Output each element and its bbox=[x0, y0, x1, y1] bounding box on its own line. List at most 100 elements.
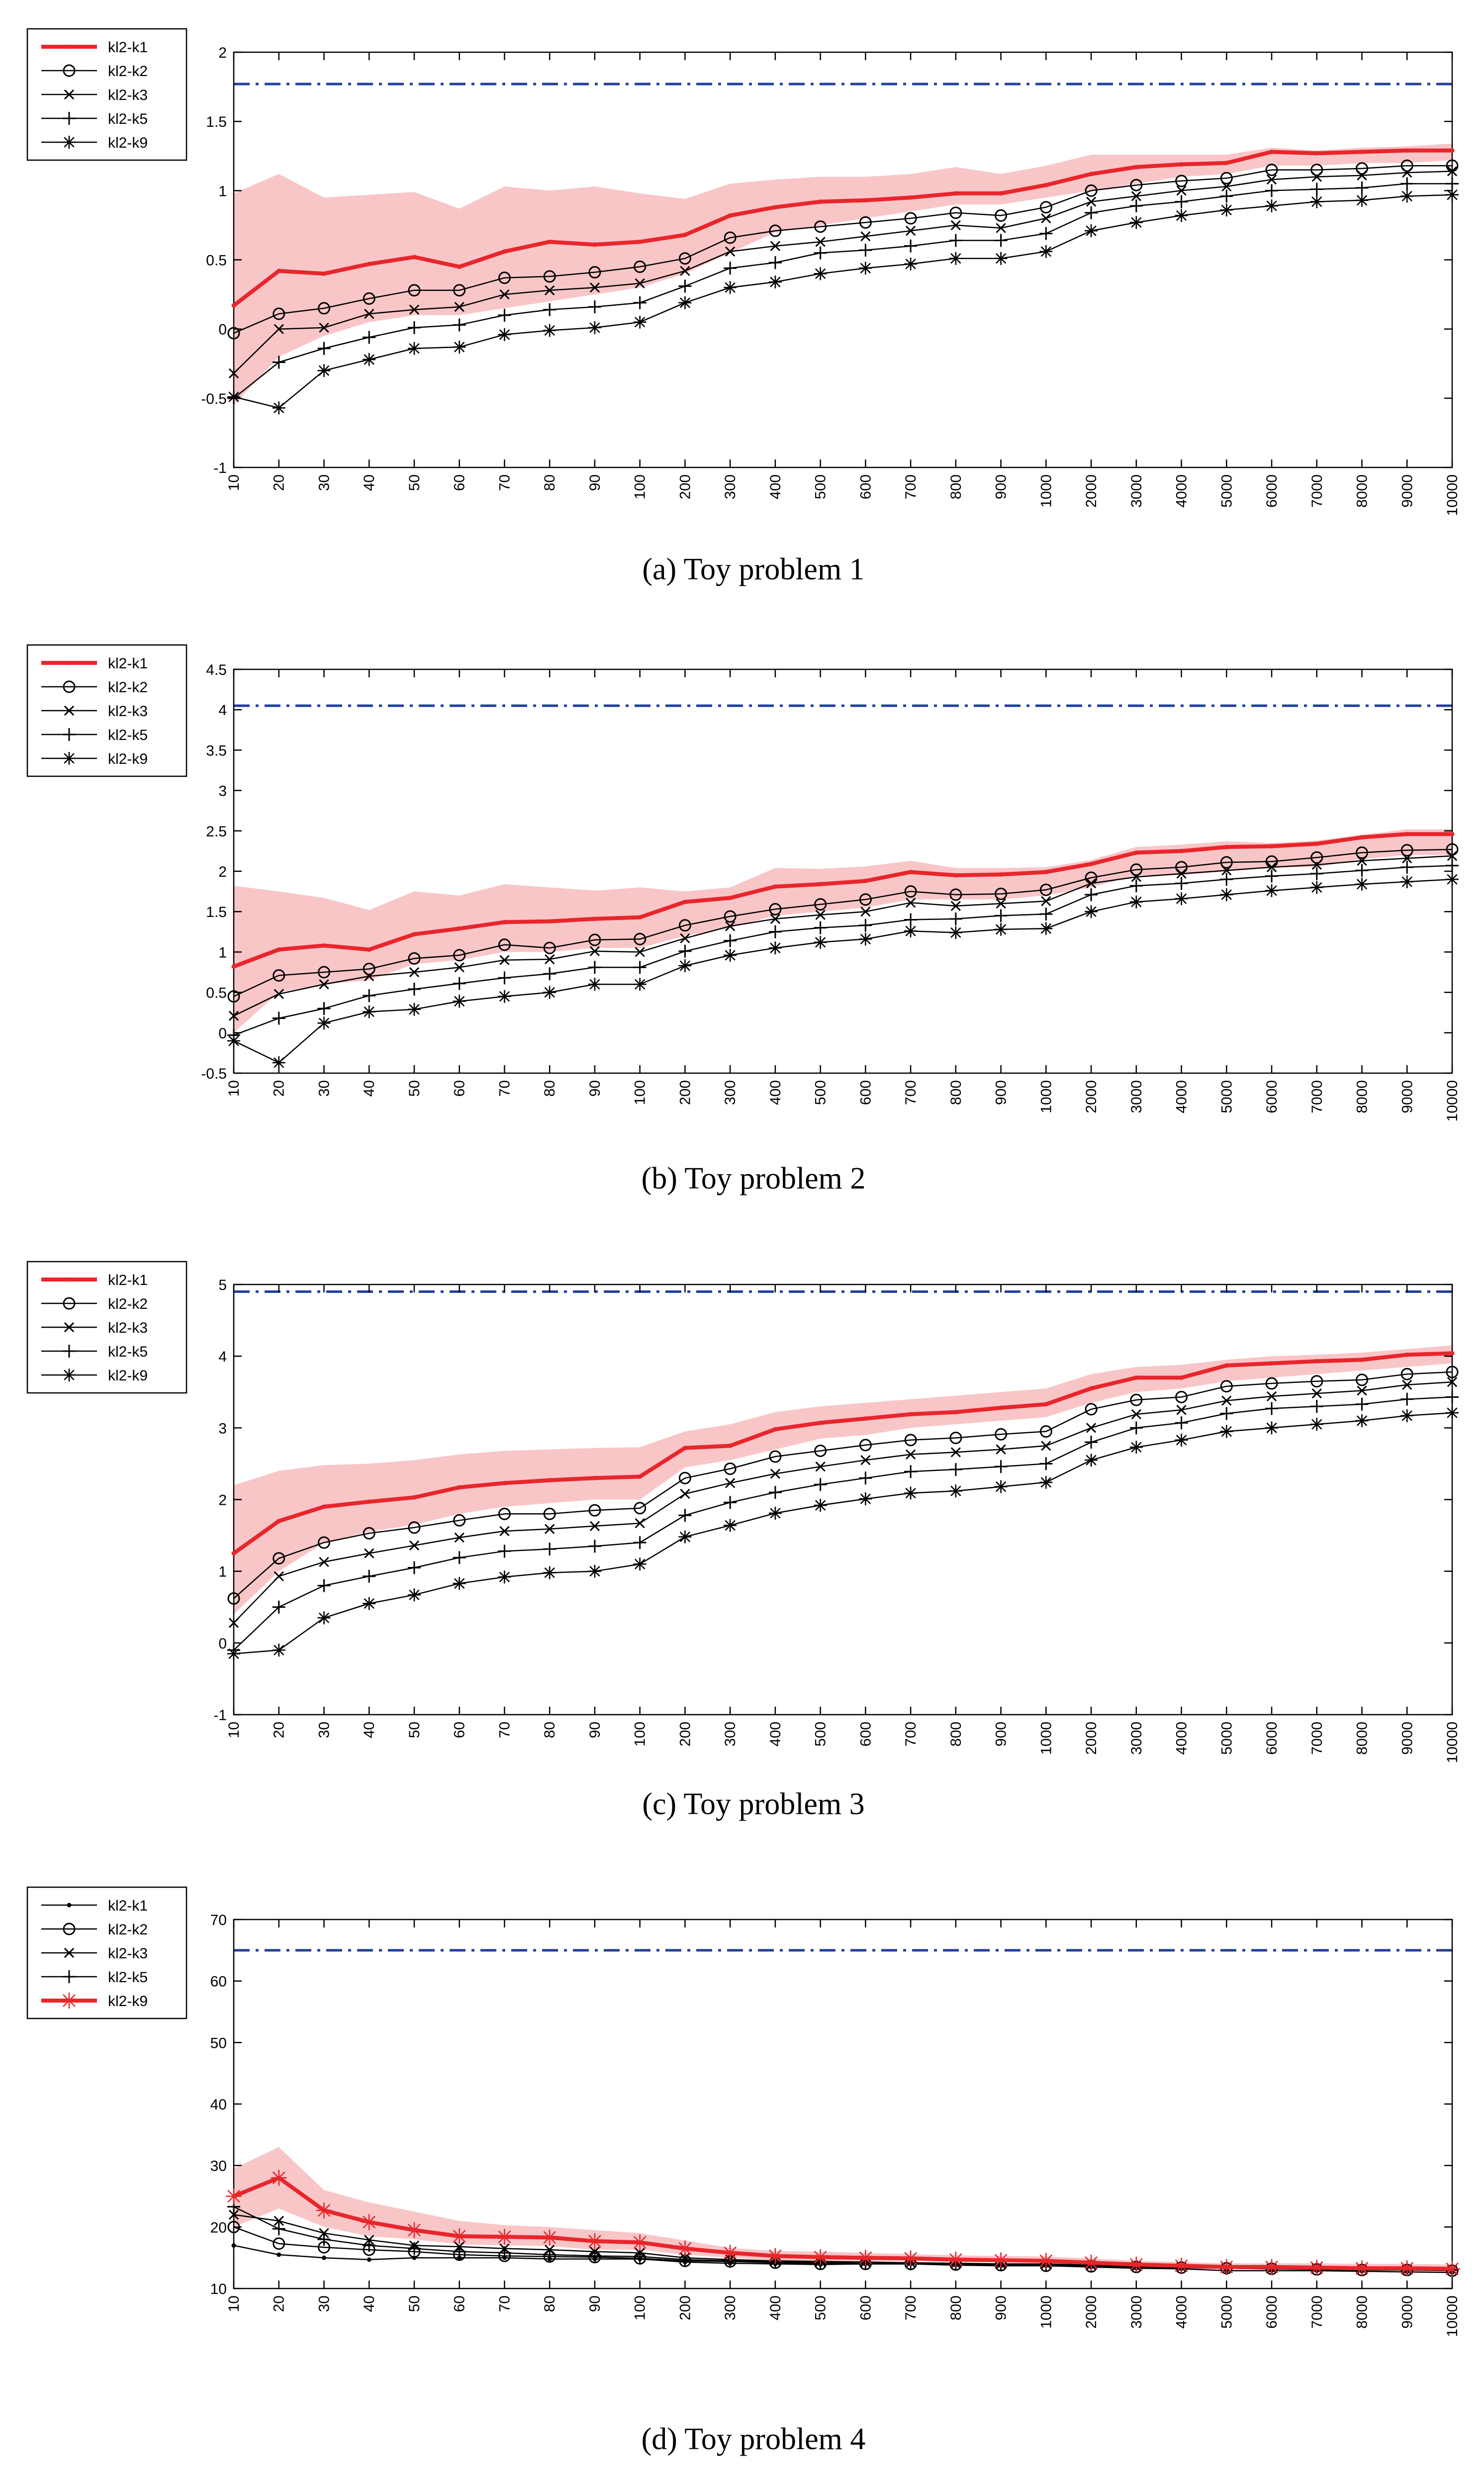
marker-x bbox=[1402, 1379, 1412, 1390]
marker-dot bbox=[547, 919, 552, 924]
marker-x bbox=[770, 914, 781, 924]
x-tick-label: 5000 bbox=[1218, 2295, 1235, 2329]
marker-dot bbox=[502, 1480, 507, 1485]
legend: kl2-k1 kl2-k2 kl2-k3 kl2-k5 kl2-k9 bbox=[26, 1886, 187, 2019]
marker-dot bbox=[1089, 861, 1094, 866]
marker-circle bbox=[724, 1463, 737, 1475]
marker-star bbox=[1175, 209, 1188, 222]
x-tick-label: 50 bbox=[406, 474, 423, 491]
marker-star bbox=[1085, 905, 1098, 918]
marker-dot bbox=[1450, 1351, 1455, 1356]
marker-star bbox=[814, 1499, 827, 1512]
marker-circle bbox=[543, 941, 556, 954]
y-tick-label: 10 bbox=[210, 2281, 227, 2297]
x-tick-label: 90 bbox=[587, 1722, 603, 1738]
marker-x bbox=[454, 962, 464, 973]
marker-circle bbox=[1310, 164, 1323, 177]
marker-plus bbox=[1265, 184, 1279, 197]
marker-dot bbox=[682, 232, 687, 237]
y-tick-label: -1 bbox=[213, 1707, 227, 1724]
marker-circle bbox=[273, 969, 285, 982]
marker-star bbox=[859, 262, 872, 275]
series-line bbox=[233, 183, 1452, 399]
y-tick-label: 2 bbox=[218, 45, 227, 61]
marker-dot bbox=[908, 1412, 913, 1417]
marker-star bbox=[814, 267, 827, 280]
marker-plus bbox=[1085, 206, 1098, 219]
marker-x bbox=[680, 1488, 690, 1499]
x-tick-label: 40 bbox=[361, 1080, 377, 1097]
marker-star bbox=[272, 1056, 285, 1069]
x-tick-label: 30 bbox=[316, 1080, 332, 1097]
marker-circle bbox=[498, 938, 511, 951]
legend-label: kl2-k5 bbox=[108, 1344, 148, 1360]
marker-star bbox=[588, 978, 601, 991]
marker-dot bbox=[547, 239, 552, 244]
x-tick-label: 400 bbox=[767, 1080, 784, 1105]
marker-circle bbox=[769, 903, 782, 916]
marker-star bbox=[1308, 2259, 1325, 2276]
marker-x bbox=[1357, 1385, 1367, 1396]
marker-x bbox=[64, 89, 75, 100]
marker-circle bbox=[634, 260, 647, 273]
chart-caption: (c) Toy problem 3 bbox=[642, 1787, 864, 1821]
y-tick-label: 4 bbox=[218, 702, 227, 719]
marker-plus bbox=[724, 934, 737, 947]
x-tick-label: 500 bbox=[813, 2295, 829, 2320]
marker-circle bbox=[227, 327, 240, 340]
x-tick-label: 10000 bbox=[1444, 1722, 1461, 1763]
x-tick-label: 5000 bbox=[1218, 1080, 1235, 1113]
marker-dot bbox=[457, 264, 462, 269]
marker-star bbox=[1175, 892, 1188, 906]
legend-label: kl2-k1 bbox=[108, 1272, 148, 1288]
marker-plus bbox=[498, 308, 511, 322]
marker-star bbox=[1173, 2258, 1190, 2274]
y-tick-label: 3 bbox=[218, 1420, 227, 1437]
marker-circle bbox=[1400, 159, 1413, 172]
x-tick-label: 800 bbox=[948, 474, 964, 499]
marker-star bbox=[1265, 1421, 1279, 1435]
marker-circle bbox=[949, 206, 962, 219]
marker-plus bbox=[1400, 1392, 1414, 1406]
marker-x bbox=[860, 231, 871, 242]
marker-star bbox=[1354, 2260, 1370, 2277]
x-tick-label: 30 bbox=[316, 474, 332, 491]
marker-dot bbox=[1134, 1375, 1139, 1380]
marker-plus bbox=[272, 1011, 285, 1025]
series-kl2-k9 bbox=[227, 188, 1459, 415]
x-tick-label: 300 bbox=[722, 474, 739, 499]
x-tick-label: 800 bbox=[948, 1722, 964, 1746]
marker-x bbox=[996, 1444, 1006, 1455]
marker-star bbox=[63, 1369, 76, 1381]
marker-x bbox=[1086, 196, 1097, 207]
marker-dot bbox=[728, 1443, 733, 1448]
marker-circle bbox=[814, 220, 827, 233]
legend-label: kl2-k9 bbox=[108, 1368, 148, 1384]
marker-circle bbox=[949, 1432, 962, 1445]
marker-x bbox=[228, 1618, 239, 1628]
marker-plus bbox=[814, 1478, 827, 1491]
marker-plus bbox=[859, 1471, 872, 1485]
marker-x bbox=[725, 1478, 736, 1488]
x-tick-label: 200 bbox=[677, 474, 693, 499]
marker-dot bbox=[367, 1499, 371, 1504]
marker-x bbox=[64, 705, 75, 716]
marker-dot bbox=[1179, 162, 1184, 167]
marker-plus bbox=[904, 1465, 918, 1478]
marker-star bbox=[678, 296, 692, 309]
marker-dot bbox=[908, 870, 913, 875]
marker-circle bbox=[724, 231, 737, 244]
marker-circle bbox=[498, 1507, 511, 1520]
marker-star bbox=[498, 328, 511, 341]
marker-star bbox=[1355, 1414, 1369, 1427]
marker-x bbox=[319, 979, 329, 990]
marker-dot bbox=[638, 915, 643, 920]
marker-dot bbox=[728, 213, 733, 218]
marker-star bbox=[1265, 199, 1279, 212]
marker-plus bbox=[724, 1496, 737, 1509]
marker-circle bbox=[1039, 883, 1052, 896]
series-line bbox=[233, 2176, 1453, 2271]
marker-dot bbox=[999, 191, 1004, 196]
marker-star bbox=[1038, 2253, 1054, 2269]
